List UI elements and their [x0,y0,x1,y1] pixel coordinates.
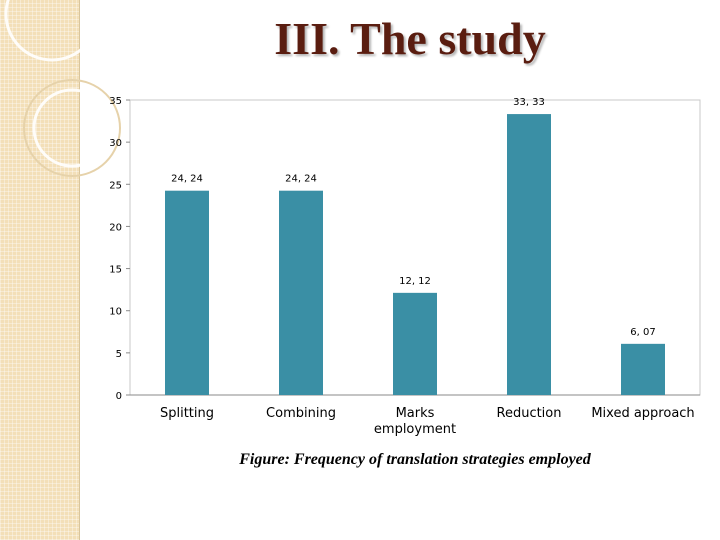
y-tick-label: 35 [109,96,122,107]
y-tick-label: 5 [116,349,122,360]
x-tick-label: Mixed approach [591,406,694,421]
bar [165,190,209,395]
bar-chart: 0 5 10 15 20 25 30 35 24, 24 Splitting 24, 24 Comb… [109,96,701,437]
slide-title: III. The study [274,13,546,64]
bar [621,343,665,395]
bar [279,190,323,395]
x-tick-label: Marks employment [374,406,456,437]
decorative-circles [4,0,121,177]
data-label: 6, 07 [630,327,655,338]
x-tick-label: Splitting [160,406,214,421]
x-tick-label: Reduction [497,406,562,421]
data-label: 33, 33 [513,97,545,108]
y-tick-label: 15 [109,265,122,276]
bar [507,114,551,395]
y-tick-label: 0 [116,391,122,402]
x-tick-label: Combining [266,406,336,421]
figure-caption: Figure: Frequency of translation strateg… [239,451,591,468]
bar [393,292,437,395]
data-label: 24, 24 [171,174,203,185]
data-label: 12, 12 [399,276,431,287]
data-label: 24, 24 [285,174,317,185]
y-tick-label: 20 [109,222,122,233]
y-tick-label: 25 [109,180,122,191]
chart-labels: 24, 24 Splitting 24, 24 Combining 12, 12 Mark… [160,97,695,437]
y-tick-label: 30 [109,138,122,149]
y-tick-label: 10 [109,307,122,318]
chart-bars [165,114,665,395]
